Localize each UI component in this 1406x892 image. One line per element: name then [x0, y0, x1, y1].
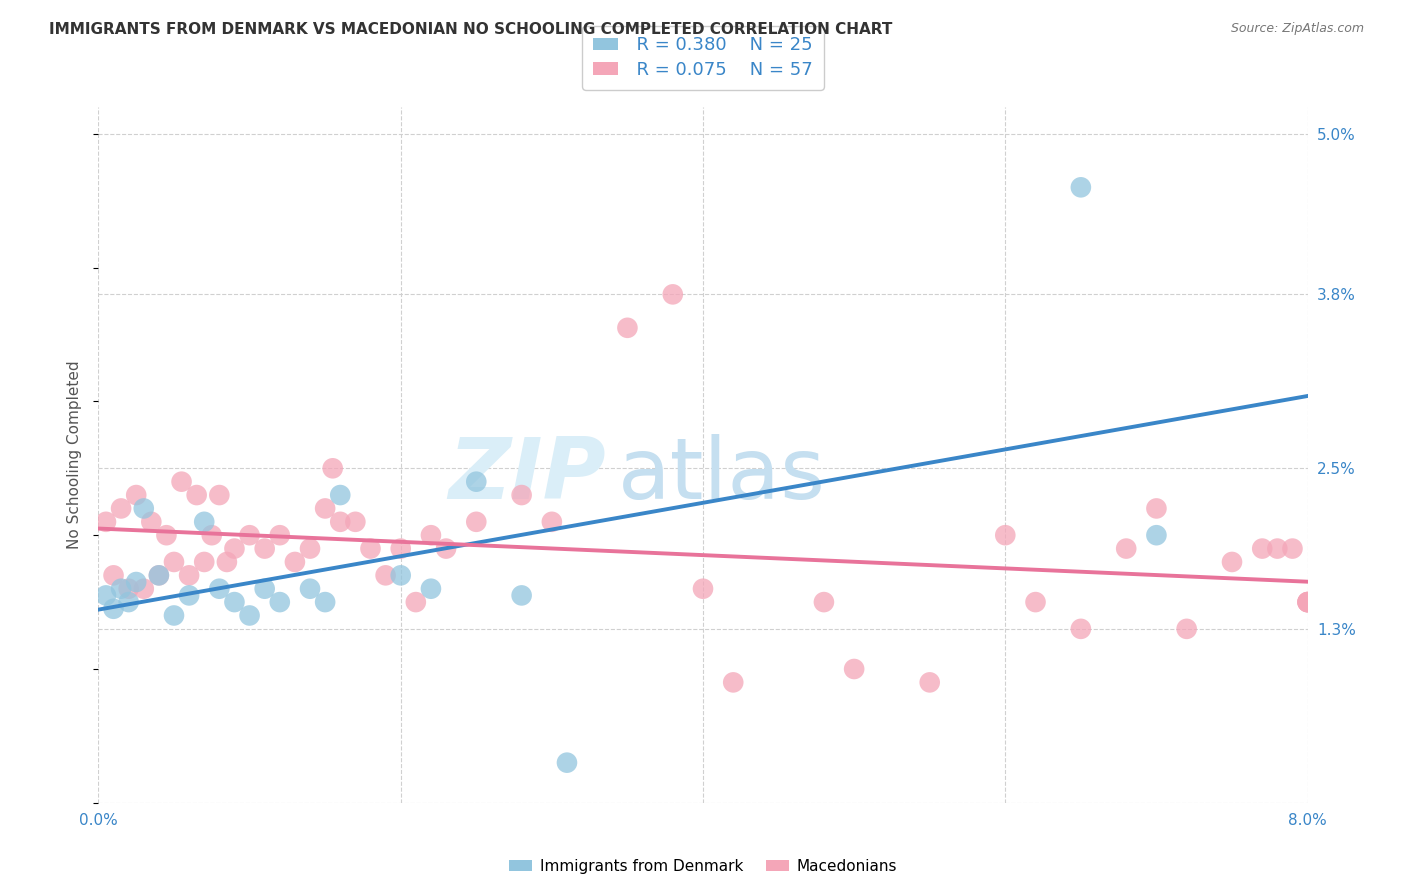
Point	[284, 555, 307, 569]
Point	[110, 501, 132, 516]
Point	[723, 675, 745, 690]
Point	[540, 515, 562, 529]
Point	[155, 528, 177, 542]
Point	[103, 568, 125, 582]
Point	[224, 595, 246, 609]
Point	[103, 602, 125, 616]
Point	[299, 541, 322, 556]
Point	[344, 515, 367, 529]
Point	[179, 589, 201, 603]
Point	[141, 515, 163, 529]
Point	[253, 541, 276, 556]
Point	[148, 568, 170, 582]
Point	[110, 582, 132, 596]
Point	[329, 515, 352, 529]
Point	[132, 501, 155, 516]
Point	[94, 515, 117, 529]
Point	[94, 589, 117, 603]
Point	[813, 595, 835, 609]
Point	[1220, 555, 1243, 569]
Point	[118, 595, 141, 609]
Point	[844, 662, 866, 676]
Text: atlas: atlas	[619, 434, 827, 517]
Legend:   R = 0.380    N = 25,   R = 0.075    N = 57: R = 0.380 N = 25, R = 0.075 N = 57	[582, 26, 824, 89]
Point	[269, 595, 291, 609]
Point	[193, 515, 215, 529]
Point	[239, 528, 262, 542]
Point	[661, 287, 683, 301]
Point	[374, 568, 396, 582]
Point	[1070, 180, 1092, 194]
Text: ZIP: ZIP	[449, 434, 606, 517]
Point	[163, 608, 186, 623]
Point	[1296, 595, 1319, 609]
Point	[322, 461, 344, 475]
Point	[1281, 541, 1303, 556]
Text: IMMIGRANTS FROM DENMARK VS MACEDONIAN NO SCHOOLING COMPLETED CORRELATION CHART: IMMIGRANTS FROM DENMARK VS MACEDONIAN NO…	[49, 22, 893, 37]
Point	[132, 582, 155, 596]
Point	[434, 541, 457, 556]
Point	[1070, 622, 1092, 636]
Point	[186, 488, 208, 502]
Point	[163, 555, 186, 569]
Point	[253, 582, 276, 596]
Point	[118, 582, 141, 596]
Point	[510, 488, 533, 502]
Point	[360, 541, 382, 556]
Point	[269, 528, 291, 542]
Point	[314, 501, 336, 516]
Point	[179, 568, 201, 582]
Point	[1146, 501, 1168, 516]
Point	[224, 541, 246, 556]
Point	[215, 555, 238, 569]
Text: Source: ZipAtlas.com: Source: ZipAtlas.com	[1230, 22, 1364, 36]
Point	[1296, 595, 1319, 609]
Point	[555, 756, 578, 770]
Point	[148, 568, 170, 582]
Point	[1146, 528, 1168, 542]
Y-axis label: No Schooling Completed: No Schooling Completed	[67, 360, 83, 549]
Point	[208, 582, 231, 596]
Point	[125, 575, 148, 590]
Point	[692, 582, 714, 596]
Point	[329, 488, 352, 502]
Point	[299, 582, 322, 596]
Point	[510, 589, 533, 603]
Point	[1175, 622, 1198, 636]
Point	[420, 528, 443, 542]
Point	[1251, 541, 1274, 556]
Point	[994, 528, 1017, 542]
Point	[465, 475, 488, 489]
Point	[314, 595, 336, 609]
Point	[465, 515, 488, 529]
Point	[1296, 595, 1319, 609]
Point	[918, 675, 941, 690]
Point	[193, 555, 215, 569]
Point	[405, 595, 427, 609]
Point	[420, 582, 443, 596]
Point	[170, 475, 193, 489]
Point	[125, 488, 148, 502]
Point	[201, 528, 224, 542]
Point	[1115, 541, 1137, 556]
Point	[389, 541, 412, 556]
Point	[1024, 595, 1046, 609]
Point	[239, 608, 262, 623]
Point	[1296, 595, 1319, 609]
Point	[616, 321, 638, 335]
Point	[389, 568, 412, 582]
Point	[1267, 541, 1289, 556]
Legend: Immigrants from Denmark, Macedonians: Immigrants from Denmark, Macedonians	[503, 853, 903, 880]
Point	[208, 488, 231, 502]
